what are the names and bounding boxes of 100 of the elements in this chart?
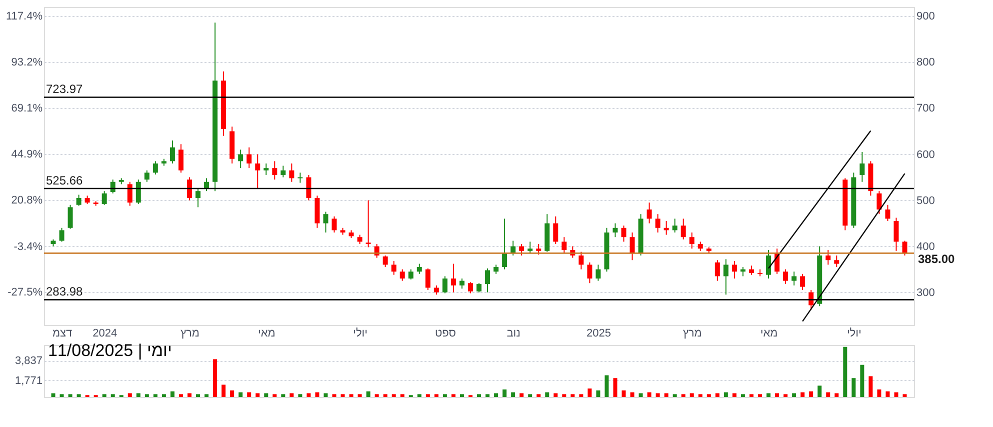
candlestick (468, 282, 473, 294)
candlestick (528, 241, 533, 254)
bar (256, 393, 260, 397)
candlestick (826, 249, 831, 266)
bar (213, 359, 218, 397)
bar (545, 392, 550, 397)
bar (511, 392, 516, 397)
candlestick (630, 232, 635, 261)
candlestick (272, 160, 278, 180)
x-tick-label: דצמ (52, 328, 72, 340)
bar (400, 394, 404, 397)
bar (604, 375, 609, 397)
x-tick-label: ספט (434, 328, 456, 340)
bar (417, 394, 422, 397)
candlestick (178, 144, 184, 174)
candlestick (680, 218, 686, 240)
candlestick (834, 255, 840, 268)
bar (358, 394, 362, 397)
bar (809, 391, 814, 397)
candlestick (655, 214, 660, 233)
bar (800, 392, 805, 397)
candlestick (672, 218, 678, 233)
bar (272, 394, 277, 397)
candlestick (502, 218, 508, 270)
y-tick-label: 600 (916, 148, 935, 161)
candlestick (485, 268, 490, 293)
annotation: יומי | 11/08/2025 (48, 341, 172, 360)
ref-line-label: 283.98 (46, 284, 84, 299)
bar (230, 390, 234, 397)
bar (68, 394, 72, 397)
bar (536, 394, 541, 397)
candlestick (366, 200, 371, 248)
bar (349, 394, 354, 397)
bar (460, 394, 464, 397)
candlestick (434, 284, 439, 296)
y2-tick-label: 44.9% (11, 148, 43, 161)
candlestick (860, 151, 865, 182)
candlestick (476, 282, 482, 293)
candlestick (246, 146, 252, 169)
ref-line-label: 723.97 (46, 82, 84, 96)
candlestick (323, 211, 328, 233)
bar (477, 394, 481, 397)
bar (178, 394, 183, 397)
candlestick (400, 268, 405, 282)
x-tick-label: 2025 (586, 328, 611, 340)
bar (332, 394, 336, 397)
candlestick (76, 194, 82, 206)
y2-tick-label: 20.8% (11, 194, 43, 207)
candlestick (152, 160, 158, 176)
bar (690, 393, 694, 397)
bar (247, 392, 252, 397)
bar (740, 394, 745, 397)
bar (264, 393, 268, 397)
bar (622, 390, 626, 397)
candlestick (723, 258, 728, 296)
candlestick (885, 204, 890, 222)
bar (638, 393, 643, 397)
candlestick (238, 149, 244, 169)
bar (579, 394, 584, 397)
bar (766, 393, 771, 397)
candlestick (494, 264, 499, 274)
y-tick-label: 3,837 (14, 355, 42, 368)
bar (434, 394, 438, 397)
candlestick (255, 154, 260, 190)
bar (868, 376, 873, 397)
candlestick (766, 249, 772, 280)
y-tick-label: 500 (916, 194, 935, 207)
y-tick-label: 900 (916, 10, 935, 23)
candlestick (714, 260, 720, 282)
bar (290, 393, 294, 397)
bar (588, 388, 592, 397)
candlestick (102, 190, 107, 206)
candlestick (280, 165, 286, 178)
candlestick (264, 162, 269, 176)
candlestick (621, 225, 626, 242)
bar (281, 394, 286, 397)
bar (613, 378, 618, 397)
candlestick (306, 174, 312, 201)
candlestick (442, 276, 448, 294)
candlestick (450, 263, 456, 293)
candlestick (792, 271, 797, 286)
bar (647, 392, 652, 397)
candlestick (382, 255, 388, 268)
bar (732, 393, 736, 397)
bar (664, 393, 668, 397)
candlestick (127, 181, 132, 206)
bar (128, 393, 132, 397)
bar (187, 393, 192, 397)
x-tick-label: יולי (353, 328, 368, 340)
bar (170, 391, 174, 397)
bar (383, 394, 388, 397)
candlestick (332, 216, 337, 233)
bar (426, 394, 430, 397)
y-tick-label: 700 (916, 102, 935, 115)
candlestick (136, 179, 141, 204)
y-tick-label: 1,771 (14, 374, 42, 387)
bar (110, 394, 115, 397)
candlestick (732, 260, 737, 280)
bar (894, 392, 898, 397)
ref-line-label: 385.00 (918, 252, 956, 266)
